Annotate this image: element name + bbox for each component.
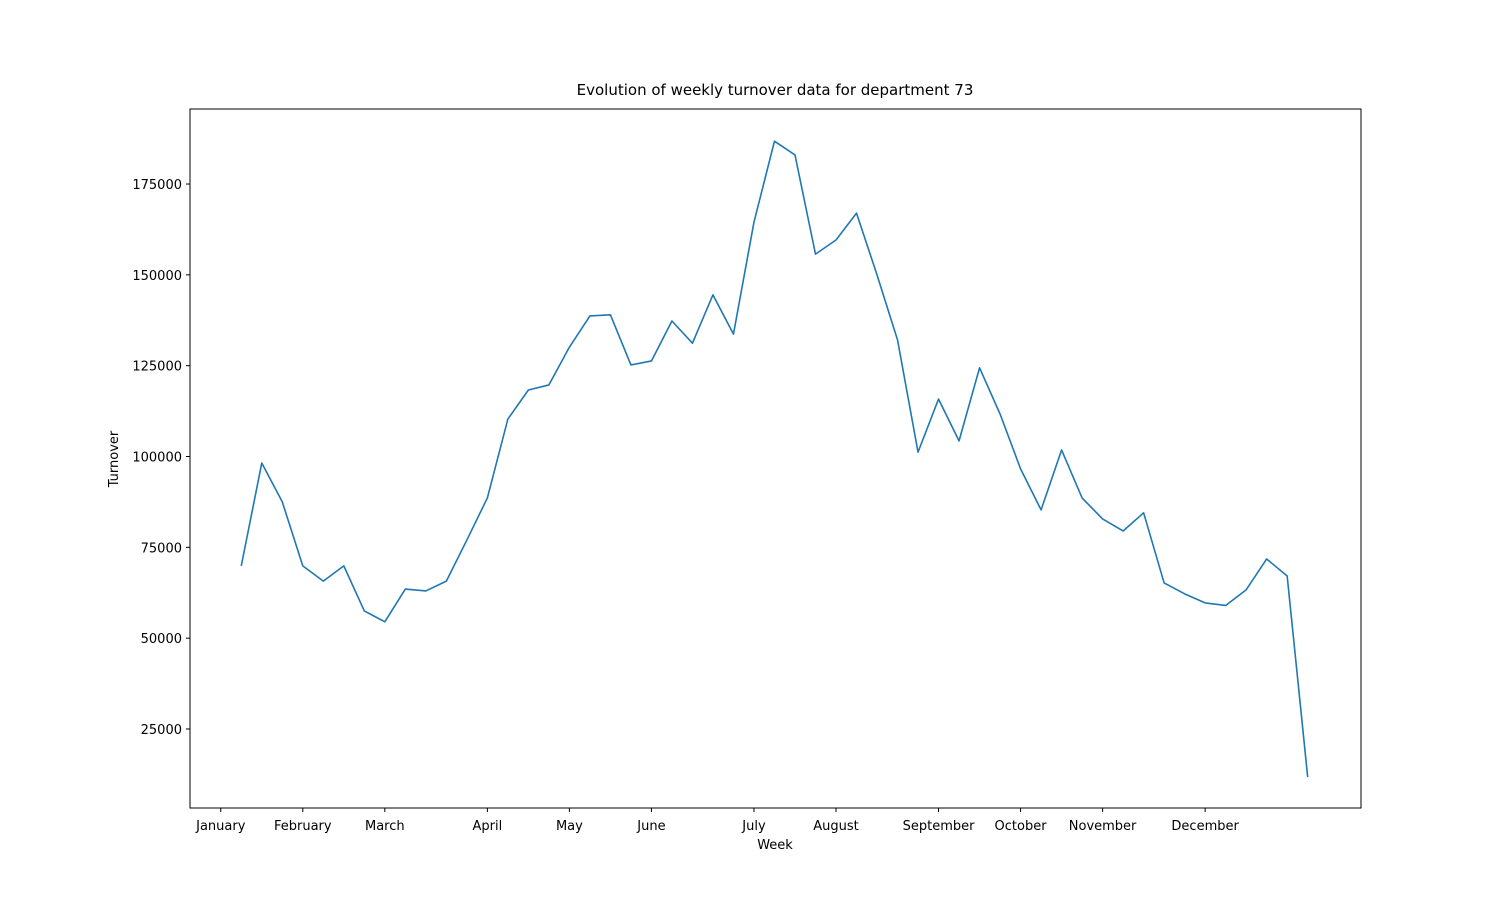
- y-tick-label: 75000: [141, 541, 182, 556]
- y-tick-label: 125000: [132, 360, 182, 375]
- x-tick-label: December: [1171, 819, 1239, 834]
- x-tick-label: September: [903, 819, 976, 834]
- y-tick-label: 150000: [132, 269, 182, 284]
- x-tick-label: May: [556, 819, 583, 834]
- y-tick-label: 25000: [141, 723, 182, 738]
- x-tick-label: February: [274, 819, 332, 834]
- x-axis-label: Week: [757, 838, 793, 853]
- line-series: [240, 140, 1309, 778]
- x-tick-label: July: [741, 819, 766, 834]
- chart-title: Evolution of weekly turnover data for de…: [577, 81, 974, 99]
- x-tick-label: October: [995, 819, 1048, 834]
- y-axis-label: Turnover: [107, 430, 122, 488]
- x-tick-label: April: [473, 819, 503, 834]
- y-tick-label: 100000: [132, 451, 182, 466]
- x-tick-label: November: [1069, 819, 1137, 834]
- y-tick-label: 50000: [141, 632, 182, 647]
- plot-frame: [189, 108, 1362, 809]
- x-tick-label: August: [813, 819, 859, 834]
- x-tick-label: June: [636, 819, 665, 834]
- y-tick-label: 175000: [132, 178, 182, 193]
- x-tick-label: January: [195, 819, 246, 834]
- x-tick-label: March: [365, 819, 405, 834]
